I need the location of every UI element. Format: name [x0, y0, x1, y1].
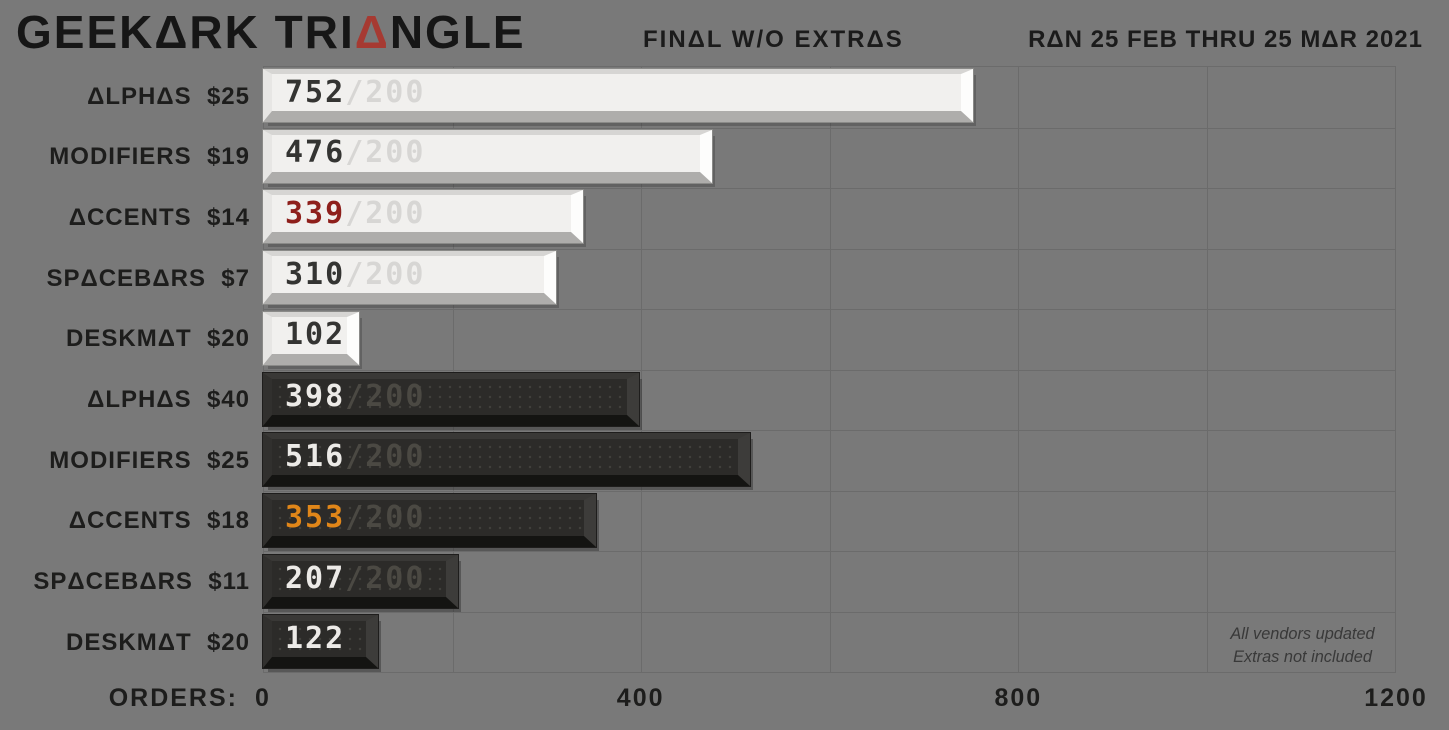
- order-count: 339: [285, 195, 346, 231]
- moq-denominator: /200: [345, 256, 426, 292]
- keycap-bar: 339/200: [263, 190, 583, 244]
- grid-line-horizontal: [264, 551, 1395, 552]
- page-title: GEEKΔRK TRIΔNGLE: [16, 9, 526, 55]
- x-tick: 400: [616, 684, 665, 712]
- keycap-bar: 207/200: [263, 554, 458, 608]
- grid-line-horizontal: [264, 490, 1395, 492]
- moq-denominator: /200: [345, 499, 426, 535]
- order-count: 122: [285, 621, 346, 657]
- x-axis: ORDERS: 0 400 800 1200: [0, 684, 1449, 720]
- grid-line-horizontal: [264, 188, 1395, 189]
- date-range: RΔN 25 FEB THRU 25 MΔR 2021: [1028, 26, 1423, 53]
- row-label: MODIFIERS $19: [49, 143, 250, 171]
- moq-denominator: /200: [345, 195, 426, 231]
- order-count: 398: [285, 378, 346, 414]
- bar-row: MODIFIERS $25 516/200: [0, 430, 1449, 491]
- row-label: SPΔCEBΔRS $7: [46, 264, 250, 292]
- footnote-line: All vendors updated: [1230, 624, 1375, 643]
- row-label: DESKMΔT $20: [66, 325, 250, 353]
- grid-line-horizontal: [264, 369, 1395, 371]
- keycap-bar: 516/200: [263, 433, 750, 487]
- red-triangle-glyph: Δ: [354, 6, 390, 58]
- footnote-line: Extras not included: [1233, 647, 1372, 666]
- moq-denominator: /200: [345, 74, 426, 110]
- grid-line-horizontal: [264, 127, 1395, 129]
- order-count: 752: [285, 74, 346, 110]
- keycap-bar: 752/200: [263, 69, 973, 122]
- bar-row: ΔCCENTS $14 339/200: [0, 187, 1449, 248]
- keycap-bar: 122: [263, 615, 378, 669]
- row-label: SPΔCEBΔRS $11: [33, 568, 250, 596]
- keycap-bar: 476/200: [263, 129, 712, 183]
- grid-line-horizontal: [264, 611, 1395, 613]
- keycap-bar: 310/200: [263, 251, 556, 305]
- order-count: 516: [285, 439, 346, 475]
- bar-row: DESKMΔT $20 122: [0, 612, 1449, 673]
- order-count: 476: [285, 135, 346, 171]
- bar-row: SPΔCEBΔRS $11 207/200: [0, 552, 1449, 613]
- bar-row: MODIFIERS $19 476/200: [0, 127, 1449, 188]
- title-suffix: NGLE: [389, 6, 526, 58]
- row-label: ΔCCENTS $18: [68, 507, 250, 535]
- order-count: 102: [285, 317, 346, 353]
- bar-row: ΔLPHΔS $25 752/200: [0, 66, 1449, 127]
- bar-rows: ΔLPHΔS $25 752/200 MODIFIERS $19 476/200 ΔCC…: [0, 66, 1449, 673]
- moq-denominator: /200: [345, 439, 426, 475]
- x-tick: 800: [994, 684, 1043, 712]
- keycap-bar: 102: [263, 311, 359, 365]
- title-prefix: GEEKΔRK TRI: [16, 6, 355, 58]
- moq-denominator: /200: [345, 560, 426, 596]
- bar-row: ΔLPHΔS $40 398/200: [0, 370, 1449, 431]
- plot-area: [263, 66, 1396, 673]
- x-tick: 1200: [1364, 684, 1428, 712]
- row-label: ΔCCENTS $14: [68, 203, 250, 231]
- bar-row: SPΔCEBΔRS $7 310/200: [0, 248, 1449, 309]
- keycap-bar: 398/200: [263, 372, 639, 426]
- moq-denominator: /200: [345, 135, 426, 171]
- grid-line-horizontal: [264, 430, 1395, 431]
- grid-line-horizontal: [264, 248, 1395, 250]
- moq-denominator: /200: [345, 378, 426, 414]
- footnote: All vendors updated Extras not included: [1213, 622, 1393, 668]
- row-label: ΔLPHΔS $25: [87, 82, 250, 110]
- row-label: DESKMΔT $20: [66, 628, 250, 656]
- bar-row: ΔCCENTS $18 353/200: [0, 491, 1449, 552]
- order-count: 310: [285, 256, 346, 292]
- grid-line-horizontal: [264, 309, 1395, 310]
- order-count: 353: [285, 499, 346, 535]
- x-tick: 0: [255, 684, 271, 712]
- orders-axis-label: ORDERS:: [108, 684, 238, 712]
- order-count: 207: [285, 560, 346, 596]
- row-label: MODIFIERS $25: [49, 446, 250, 474]
- keycap-bar: 353/200: [263, 493, 596, 547]
- chart-subtitle: FINΔL W/O EXTRΔS: [643, 26, 904, 53]
- row-label: ΔLPHΔS $40: [87, 386, 250, 413]
- bar-row: DESKMΔT $20 102: [0, 309, 1449, 370]
